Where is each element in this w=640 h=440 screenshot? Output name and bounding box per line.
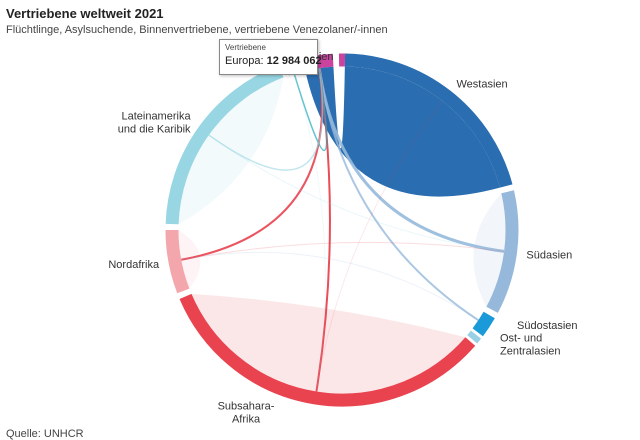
tooltip-heading: Vertriebene	[225, 43, 312, 52]
ribbon-faint-1	[181, 242, 504, 259]
source-note: Quelle: UNHCR	[6, 428, 84, 440]
label-suedostasien: Südostasien	[517, 320, 578, 332]
label-nordafrika: Nordafrika	[108, 259, 160, 271]
label-westasien: Westasien	[457, 78, 508, 90]
tooltip-region: Europa:	[225, 55, 264, 67]
label-suedasien: Südasien	[526, 249, 572, 261]
label-subsahara-afrika: Subsahara-Afrika	[218, 401, 275, 426]
ribbon-layer	[179, 67, 506, 394]
tooltip-value: 12 984 062	[267, 55, 322, 67]
value-tooltip: Vertriebene Europa: 12 984 062	[219, 39, 318, 75]
tooltip-line: Europa: 12 984 062	[225, 55, 312, 67]
arc-suedostasien[interactable]	[478, 315, 489, 332]
arc-ost-und-zentralasien[interactable]	[472, 335, 476, 340]
